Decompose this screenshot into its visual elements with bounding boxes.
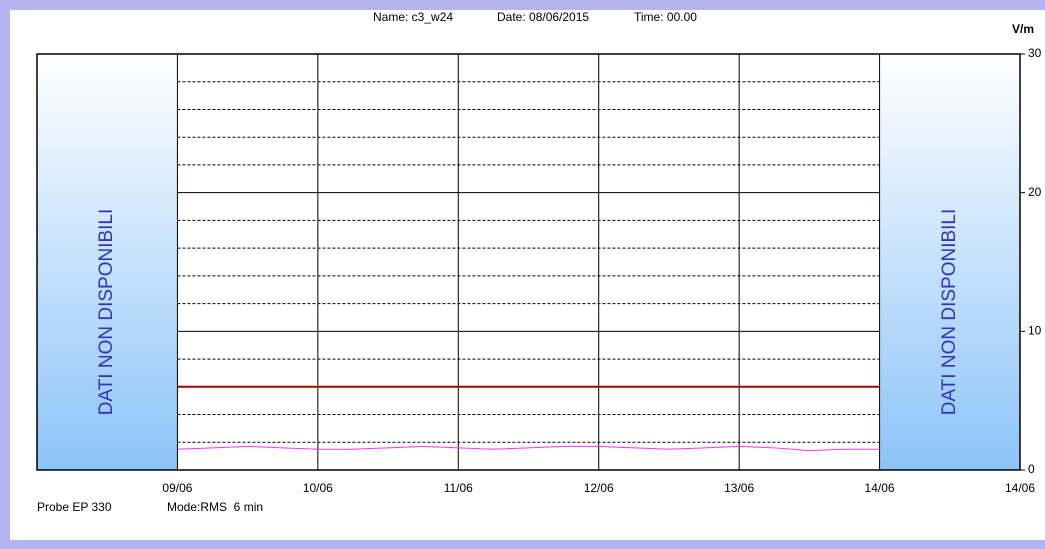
unit: V/m [1012, 22, 1034, 36]
x-tick-label: 11/06 [444, 481, 473, 495]
y-tick-label: 30 [1028, 46, 1042, 60]
x-tick-label: 12/06 [584, 481, 614, 495]
unavailable-band [879, 54, 1020, 470]
y-tick-label: 20 [1028, 185, 1042, 199]
y-tick-label: 10 [1028, 324, 1042, 338]
series-line [177, 445, 880, 452]
x-tick-label: 10/06 [303, 481, 333, 495]
x-tick-label: 13/06 [724, 481, 754, 495]
band-label: DATI NON DISPONIBILI [96, 209, 117, 416]
x-tick-label: 09/06 [162, 481, 192, 495]
panel [10, 10, 1045, 540]
header-date: Date: 08/06/2015 [497, 10, 589, 24]
header-time: Time: 00.00 [634, 10, 697, 24]
x-tick-label: 14/06 [1005, 481, 1035, 495]
x-tick-label: 14/06 [865, 481, 895, 495]
y-tick-label: 0 [1028, 462, 1035, 476]
mode: Mode:RMS 6 min [167, 500, 263, 514]
plot-frame [36, 53, 1021, 471]
probe: Probe EP 330 [37, 500, 112, 514]
band-label: DATI NON DISPONIBILI [939, 209, 960, 416]
header-name: Name: c3_w24 [373, 10, 453, 24]
unavailable-band [37, 54, 178, 470]
